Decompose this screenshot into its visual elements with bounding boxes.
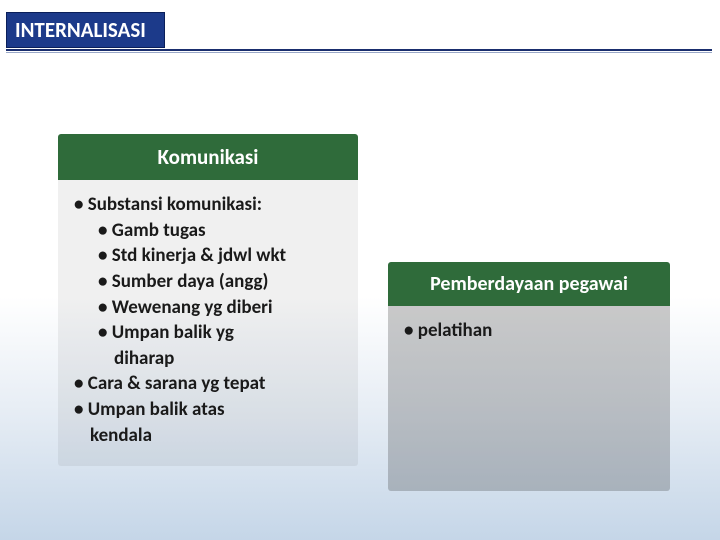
header-rule [6,49,712,51]
bullet-line: • Gamb tugas [98,218,342,244]
card-pemberdayaan-body: • pelatihan [388,306,670,491]
bullet-line: • Sumber daya (angg) [98,269,342,295]
bullet-line: • Std kinerja & jdwl wkt [98,243,342,269]
bullet-line: • Umpan balik yg [98,320,342,346]
bullet-line: • Umpan balik atas [74,397,342,423]
bullet-line: kendala [90,423,342,449]
bullet-line: • Cara & sarana yg tepat [74,371,342,397]
page-title: INTERNALISASI [15,17,146,43]
card-pemberdayaan: Pemberdayaan pegawai • pelatihan [388,262,670,491]
card-pemberdayaan-title: Pemberdayaan pegawai [388,262,670,306]
card-komunikasi-body: • Substansi komunikasi:• Gamb tugas• Std… [58,180,358,466]
bullet-line: • Substansi komunikasi: [74,192,342,218]
bullet-line: • pelatihan [404,318,654,344]
bullet-line: diharap [114,346,342,372]
bullet-line: • Wewenang yg diberi [98,295,342,321]
card-komunikasi: Komunikasi • Substansi komunikasi:• Gamb… [58,134,358,466]
header-tab: INTERNALISASI [6,12,165,48]
card-komunikasi-title: Komunikasi [58,134,358,180]
